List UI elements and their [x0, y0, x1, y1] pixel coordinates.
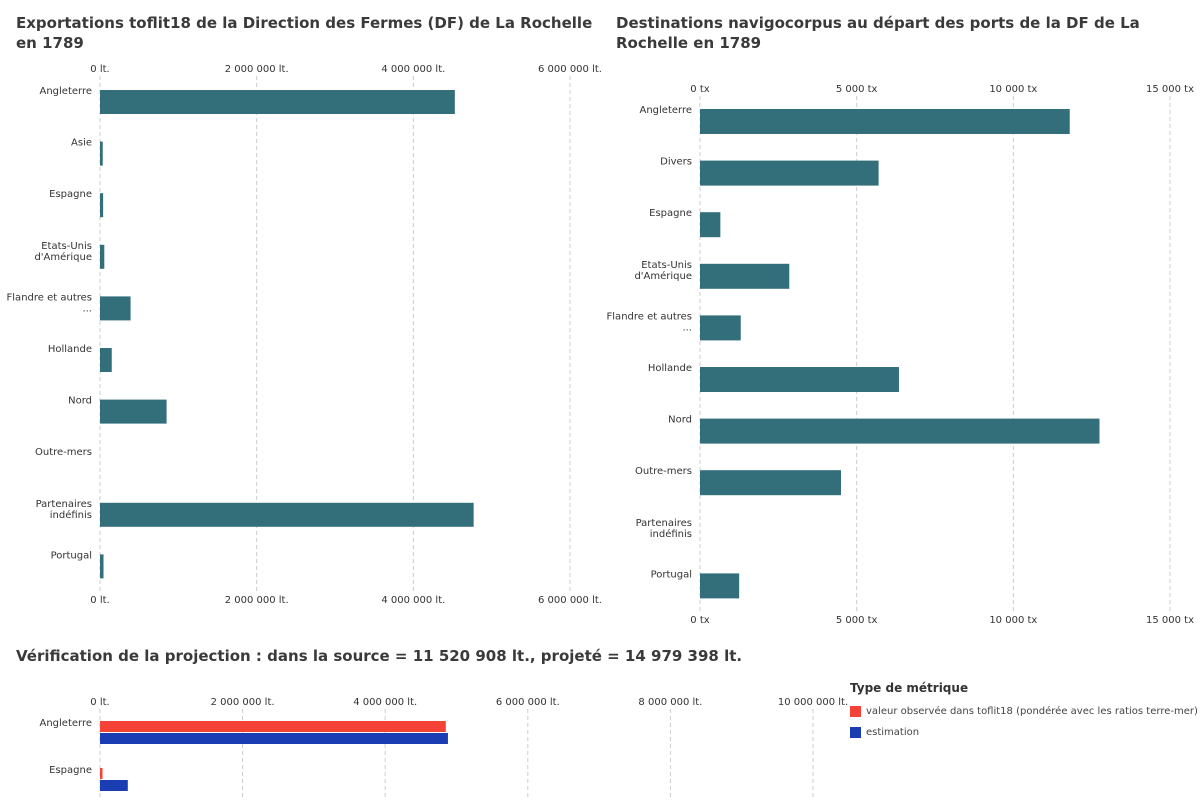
- chart1-tick-label-top: 2 000 000 lt.: [225, 64, 289, 75]
- legend-label-estimation: estimation: [866, 727, 920, 738]
- chart3-bar-observed: [100, 721, 446, 732]
- chart1-tick-label-bottom: 4 000 000 lt.: [381, 595, 445, 606]
- chart1-tick-label-bottom: 6 000 000 lt.: [538, 595, 602, 606]
- chart2-category-label: Nord: [668, 415, 692, 426]
- chart3-title: Vérification de la projection : dans la …: [16, 647, 743, 665]
- chart3-bar-estimation: [100, 780, 128, 791]
- chart1-bar: [100, 90, 455, 114]
- chart2-bar: [700, 573, 740, 599]
- chart1-category-label: Partenaires indéfinis: [36, 499, 92, 521]
- chart2-bar: [700, 109, 1070, 134]
- chart1-category-label: Portugal: [51, 550, 92, 561]
- chart1-category-label: Angleterre: [39, 86, 92, 97]
- chart2-bar: [700, 212, 721, 238]
- chart2-tick-label-bottom: 15 000 tx: [1146, 615, 1194, 626]
- chart1-category-label: Flandre et autres...: [7, 292, 92, 314]
- chart3-bar-estimation: [100, 733, 448, 744]
- legend-item-estimation: estimation: [850, 722, 1198, 743]
- chart1-bar: [100, 296, 131, 321]
- chart1-tick-label-bottom: 0 lt.: [90, 595, 109, 606]
- chart1-tick-label-top: 6 000 000 lt.: [538, 64, 602, 75]
- chart2-bar: [700, 367, 899, 392]
- chart2-category-label: Etats-Unis d'Amérique: [634, 260, 692, 282]
- chart2-bar: [700, 470, 841, 496]
- chart1-tick-label-bottom: 2 000 000 lt.: [225, 595, 289, 606]
- chart2-tick-label-top: 15 000 tx: [1146, 84, 1194, 95]
- chart2-category-label: Espagne: [649, 208, 692, 219]
- chart3-category-label: Angleterre: [39, 718, 92, 729]
- chart3-tick-label-top: 2 000 000 lt.: [211, 697, 275, 708]
- chart1-bar: [100, 502, 474, 527]
- chart1-tick-label-top: 4 000 000 lt.: [381, 64, 445, 75]
- chart2-category-label: Flandre et autres...: [607, 311, 692, 333]
- chart1-category-label: Hollande: [48, 344, 92, 355]
- chart2-title: Destinations navigocorpus au départ des …: [616, 14, 1140, 52]
- chart3-tick-label-top: 0 lt.: [90, 697, 109, 708]
- legend-title: Type de métrique: [850, 681, 969, 695]
- chart1-category-label: Outre-mers: [35, 447, 92, 458]
- chart2-tick-label-bottom: 5 000 tx: [836, 615, 878, 626]
- chart3-legend: Type de métrique valeur observée dans to…: [850, 681, 1198, 743]
- chart3-tick-label-top: 6 000 000 lt.: [496, 697, 560, 708]
- chart1-bar: [100, 554, 104, 579]
- chart1-category-label: Etats-Unis d'Amérique: [34, 241, 92, 263]
- legend-item-observed: valeur observée dans toflit18 (pondérée …: [850, 701, 1198, 722]
- chart1-category-label: Espagne: [49, 189, 92, 200]
- chart2-tick-label-bottom: 0 tx: [690, 615, 709, 626]
- chart1-bar: [100, 193, 104, 218]
- legend-swatch-estimation: [850, 727, 861, 738]
- chart2-category-label: Partenaires indéfinis: [636, 518, 692, 540]
- chart2-bar: [700, 418, 1100, 444]
- chart1-bar: [100, 348, 112, 372]
- chart1-tick-label-top: 0 lt.: [90, 64, 109, 75]
- chart2-category-label: Portugal: [651, 569, 692, 580]
- chart3-tick-label-top: 8 000 000 lt.: [638, 697, 702, 708]
- chart3-tick-label-top: 10 000 000 lt.: [778, 697, 848, 708]
- legend-label-observed: valeur observée dans toflit18 (pondérée …: [866, 706, 1198, 717]
- chart2-tick-label-bottom: 10 000 tx: [989, 615, 1037, 626]
- legend-swatch-observed: [850, 706, 861, 717]
- chart2-category-label: Divers: [660, 157, 692, 168]
- chart1-bar: [100, 399, 167, 424]
- chart2-tick-label-top: 5 000 tx: [836, 84, 878, 95]
- chart2-bar: [700, 263, 790, 289]
- chart2-category-label: Hollande: [648, 363, 692, 374]
- chart1-category-label: Asie: [71, 138, 92, 149]
- chart3-bar-observed: [100, 768, 103, 779]
- chart2-tick-label-top: 10 000 tx: [989, 84, 1037, 95]
- chart1-bar: [100, 244, 105, 269]
- chart2-tick-label-top: 0 tx: [690, 84, 709, 95]
- chart2-bar: [700, 315, 741, 341]
- chart1-bar: [100, 141, 103, 166]
- chart1-category-label: Nord: [68, 396, 92, 407]
- chart2-bar: [700, 160, 879, 186]
- chart1-title: Exportations toflit18 de la Direction de…: [16, 14, 593, 52]
- chart3-category-label: Espagne: [49, 765, 92, 776]
- chart2-category-label: Angleterre: [639, 105, 692, 116]
- chart3-tick-label-top: 4 000 000 lt.: [353, 697, 417, 708]
- chart2-category-label: Outre-mers: [635, 466, 692, 477]
